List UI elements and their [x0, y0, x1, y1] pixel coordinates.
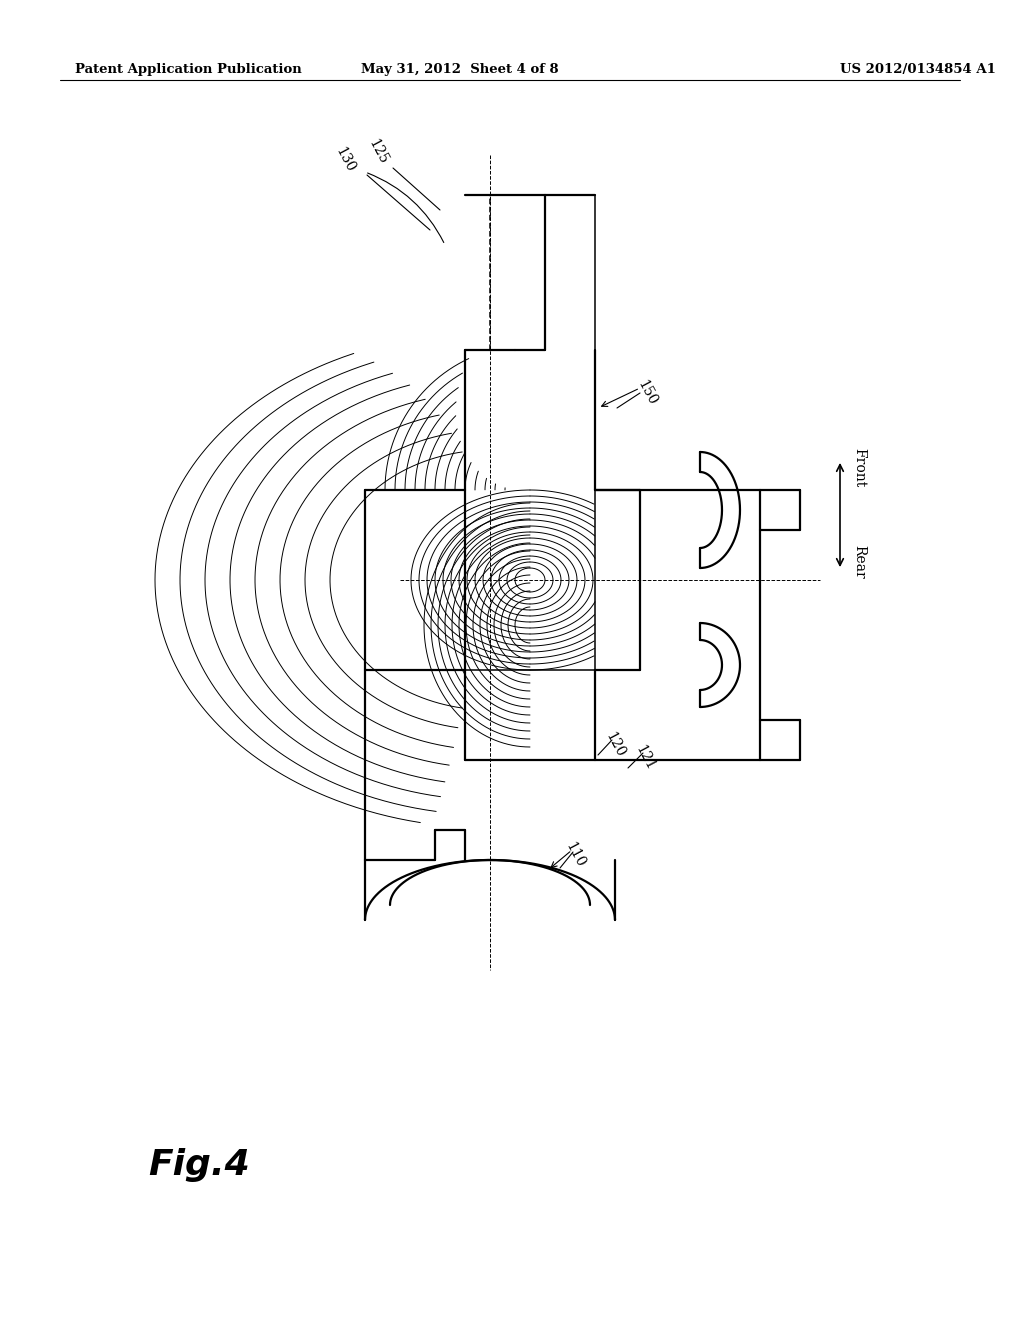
Text: US 2012/0134854 A1: US 2012/0134854 A1	[840, 63, 996, 77]
Text: 130: 130	[333, 145, 357, 176]
Text: 120: 120	[603, 730, 628, 760]
Text: 125: 125	[366, 137, 390, 166]
Text: Fig.4: Fig.4	[148, 1148, 250, 1181]
Text: Rear: Rear	[852, 545, 866, 579]
Text: Front: Front	[852, 449, 866, 487]
Text: 110: 110	[562, 840, 588, 870]
Text: 121: 121	[633, 743, 657, 774]
Text: 150: 150	[635, 378, 659, 408]
Text: Patent Application Publication: Patent Application Publication	[75, 63, 302, 77]
Text: May 31, 2012  Sheet 4 of 8: May 31, 2012 Sheet 4 of 8	[361, 63, 559, 77]
